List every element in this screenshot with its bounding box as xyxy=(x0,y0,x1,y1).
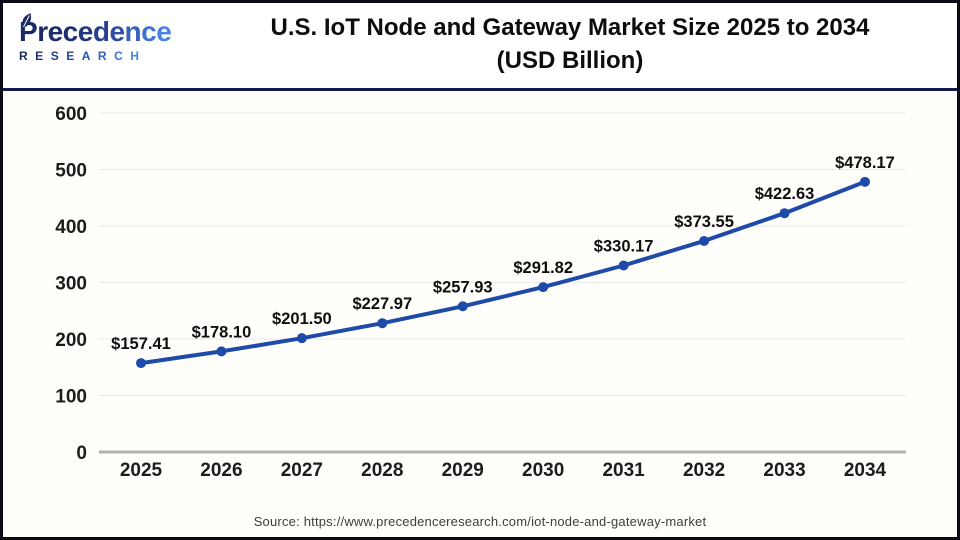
data-point-label: $227.97 xyxy=(352,295,412,313)
leaf-icon xyxy=(17,11,37,35)
data-point-label: $291.82 xyxy=(513,259,573,277)
source-text: Source: https://www.precedenceresearch.c… xyxy=(253,514,707,529)
data-point xyxy=(779,208,790,219)
chart-title-line2: (USD Billion) xyxy=(496,47,644,74)
x-tick-label: 2031 xyxy=(602,460,645,481)
chart-title: U.S. IoT Node and Gateway Market Size 20… xyxy=(183,3,957,77)
x-tick-label: 2033 xyxy=(763,460,805,481)
y-tick-label: 600 xyxy=(55,104,87,125)
y-tick-label: 200 xyxy=(55,330,87,351)
y-tick-label: 300 xyxy=(55,274,87,295)
data-point-label: $201.50 xyxy=(272,310,332,328)
data-point-label: $373.55 xyxy=(674,213,734,231)
chart-title-line1: U.S. IoT Node and Gateway Market Size 20… xyxy=(270,14,870,41)
x-tick-label: 2032 xyxy=(683,460,725,481)
x-tick-label: 2029 xyxy=(442,460,484,481)
data-point xyxy=(216,346,227,357)
data-point xyxy=(699,235,710,246)
header: Precedence RESEARCH U.S. IoT Node and Ga… xyxy=(3,3,957,91)
data-point-label: $422.63 xyxy=(755,185,815,203)
data-point-label: $157.41 xyxy=(111,335,171,353)
logo-subtitle: RESEARCH xyxy=(19,49,147,63)
data-point xyxy=(457,301,468,312)
x-tick-label: 2027 xyxy=(281,460,323,481)
x-tick-label: 2026 xyxy=(200,460,242,481)
y-tick-label: 100 xyxy=(55,387,87,408)
y-tick-label: 400 xyxy=(55,217,87,238)
y-tick-label: 0 xyxy=(76,443,87,464)
data-point xyxy=(136,358,146,369)
data-point xyxy=(859,176,870,187)
x-tick-label: 2034 xyxy=(844,460,887,481)
data-point-label: $478.17 xyxy=(835,154,895,172)
x-tick-label: 2028 xyxy=(361,460,403,481)
data-point-label: $178.10 xyxy=(192,323,252,341)
y-tick-label: 500 xyxy=(55,161,87,182)
data-point xyxy=(377,318,388,329)
data-point xyxy=(618,260,629,271)
x-tick-label: 2030 xyxy=(522,460,564,481)
line-chart: 0 100 200 300 400 500 600 2025 2026 2027 2028 2029 2… xyxy=(55,104,906,481)
data-point xyxy=(538,282,549,293)
x-tick-label: 2025 xyxy=(120,460,163,481)
precedence-research-logo: Precedence RESEARCH xyxy=(19,13,179,63)
logo-name: Precedence xyxy=(19,16,172,47)
data-point-label: $257.93 xyxy=(433,278,493,296)
data-point xyxy=(296,333,307,344)
data-point-label: $330.17 xyxy=(594,237,654,255)
series-line xyxy=(139,179,867,366)
